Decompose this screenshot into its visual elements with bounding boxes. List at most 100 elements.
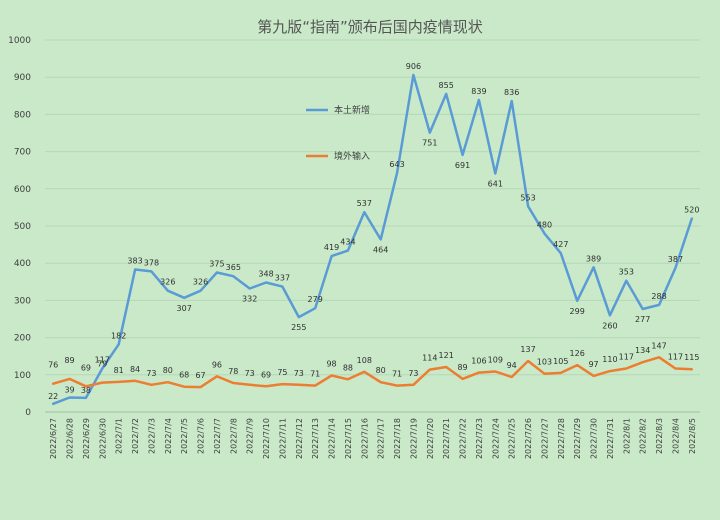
- data-label-local: 182: [111, 331, 126, 340]
- data-label-imported: 106: [471, 357, 486, 366]
- x-tick-label: 2022/6/28: [66, 418, 75, 459]
- y-tick-label: 800: [14, 110, 31, 120]
- data-label-local: 383: [127, 257, 142, 266]
- data-label-imported: 68: [179, 371, 189, 380]
- x-tick-label: 2022/6/27: [49, 418, 58, 459]
- data-label-local: 906: [406, 62, 421, 71]
- data-label-local: 691: [455, 161, 470, 170]
- data-label-imported: 108: [357, 356, 372, 365]
- data-label-local: 387: [668, 255, 683, 264]
- y-tick-label: 100: [14, 371, 31, 381]
- data-label-imported: 69: [261, 370, 271, 379]
- x-tick-label: 2022/7/12: [295, 418, 304, 459]
- data-label-local: 375: [209, 260, 224, 269]
- data-label-local: 255: [291, 323, 306, 332]
- x-tick-label: 2022/7/17: [377, 418, 386, 459]
- data-label-local: 520: [684, 206, 699, 215]
- x-tick-label: 2022/7/20: [426, 418, 435, 459]
- data-label-imported: 80: [376, 366, 386, 375]
- x-tick-label: 2022/7/27: [540, 418, 549, 459]
- data-label-imported: 79: [97, 360, 107, 369]
- data-label-imported: 126: [570, 349, 585, 358]
- data-label-imported: 114: [422, 354, 437, 363]
- data-label-imported: 117: [668, 352, 683, 361]
- data-label-local: 553: [520, 193, 535, 202]
- data-label-local: 348: [258, 270, 273, 279]
- data-label-local: 299: [570, 307, 585, 316]
- x-tick-label: 2022/7/26: [524, 418, 533, 459]
- data-label-imported: 76: [48, 361, 58, 370]
- data-label-imported: 109: [488, 355, 503, 364]
- x-tick-label: 2022/7/25: [508, 418, 517, 459]
- data-label-local: 419: [324, 243, 339, 252]
- data-label-imported: 134: [635, 346, 650, 355]
- data-label-local: 307: [177, 304, 192, 313]
- data-label-imported: 73: [146, 369, 156, 378]
- data-label-imported: 73: [408, 369, 418, 378]
- data-label-imported: 103: [537, 358, 552, 367]
- y-tick-label: 500: [14, 222, 31, 232]
- data-label-local: 326: [160, 278, 175, 287]
- y-tick-label: 400: [14, 259, 31, 269]
- data-label-local: 337: [275, 274, 290, 283]
- data-label-local: 288: [651, 292, 666, 301]
- data-label-imported: 67: [195, 371, 205, 380]
- axes: 0 100 200 300 400 500 600 700 800 900 1000 2022/6/2…: [8, 36, 700, 459]
- data-label-local: 641: [488, 180, 503, 189]
- data-label-imported: 81: [114, 366, 124, 375]
- x-tick-label: 2022/7/8: [229, 418, 238, 454]
- data-label-imported: 121: [439, 351, 454, 360]
- data-label-imported: 96: [212, 360, 222, 369]
- y-tick-label: 1000: [8, 36, 31, 46]
- x-tick-label: 2022/7/29: [573, 418, 582, 459]
- data-label-local: 537: [357, 199, 372, 208]
- x-tick-label: 2022/7/24: [491, 418, 500, 459]
- data-label-imported: 94: [507, 361, 517, 370]
- x-tick-label: 2022/7/15: [344, 418, 353, 459]
- x-tick-label: 2022/7/3: [147, 418, 156, 454]
- data-label-local: 279: [308, 295, 323, 304]
- x-tick-label: 2022/7/5: [180, 418, 189, 454]
- data-label-local: 378: [144, 258, 159, 267]
- data-label-imported: 115: [684, 353, 699, 362]
- x-tick-label: 2022/7/7: [213, 418, 222, 454]
- x-tick-label: 2022/7/1: [115, 418, 124, 454]
- x-tick-label: 2022/7/31: [606, 418, 615, 459]
- x-tick-label: 2022/7/6: [197, 418, 206, 454]
- data-label-local: 326: [193, 278, 208, 287]
- data-label-imported: 73: [294, 369, 304, 378]
- series-line-imported: [51, 356, 694, 389]
- y-tick-label: 700: [14, 148, 31, 158]
- data-label-local: 117: [95, 355, 110, 364]
- y-tick-label: 200: [14, 334, 31, 344]
- data-label-imported: 73: [245, 369, 255, 378]
- chart-title: 第九版“指南”颁布后国内疫情现状: [257, 18, 483, 36]
- x-tick-label: 2022/8/2: [639, 418, 648, 454]
- x-tick-label: 2022/8/4: [671, 418, 680, 454]
- data-label-local: 22: [48, 392, 58, 401]
- data-label-local: 464: [373, 245, 388, 254]
- x-tick-label: 2022/7/4: [164, 418, 173, 454]
- data-label-local: 277: [635, 315, 650, 324]
- x-tick-label: 2022/8/5: [688, 418, 697, 454]
- data-label-local: 839: [471, 87, 486, 96]
- y-tick-label: 600: [14, 185, 31, 195]
- x-tick-label: 2022/6/30: [98, 418, 107, 459]
- x-tick-label: 2022/7/13: [311, 418, 320, 459]
- x-tick-label: 2022/7/28: [557, 418, 566, 459]
- data-label-local: 365: [226, 263, 241, 272]
- data-label-local: 836: [504, 88, 519, 97]
- data-label-local: 39: [64, 385, 74, 394]
- x-tick-label: 2022/8/1: [622, 418, 631, 454]
- data-label-imported: 105: [553, 357, 568, 366]
- x-tick-label: 2022/7/9: [246, 418, 255, 454]
- x-tick-label: 2022/7/23: [475, 418, 484, 459]
- data-label-imported: 147: [651, 341, 666, 350]
- data-label-imported: 75: [277, 368, 287, 377]
- data-label-imported: 137: [520, 345, 535, 354]
- x-tick-label: 2022/7/10: [262, 418, 271, 459]
- data-label-imported: 98: [326, 360, 336, 369]
- data-label-imported: 110: [602, 355, 617, 364]
